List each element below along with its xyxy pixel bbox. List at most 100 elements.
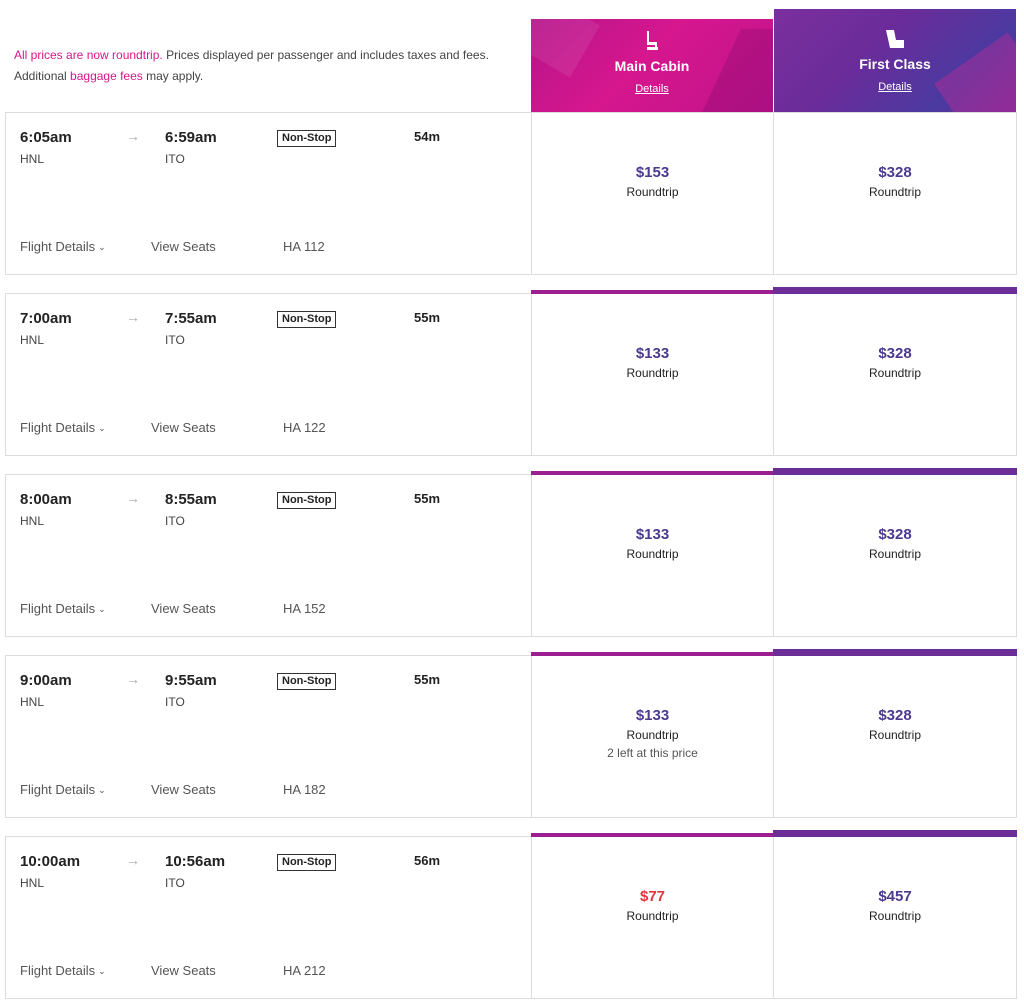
first-class-header: First Class Details [774, 9, 1016, 112]
flight-details-toggle[interactable]: Flight Details ⌄ [20, 601, 106, 616]
main-cabin-fare-button[interactable]: $153 Roundtrip [531, 112, 774, 275]
notice-text: Prices displayed per passenger and inclu… [162, 48, 489, 62]
flight-details-toggle[interactable]: Flight Details ⌄ [20, 963, 106, 978]
flight-row: 10:00am HNL → 10:56am ITO Non-Stop 56m F… [5, 830, 1017, 999]
first-class-accent-bar [773, 287, 1017, 294]
chevron-down-icon: ⌄ [98, 785, 106, 795]
main-cabin-fare-button[interactable]: $133 Roundtrip 2 left at this price [531, 652, 774, 818]
flight-duration: 55m [414, 672, 441, 687]
chevron-down-icon: ⌄ [98, 966, 106, 976]
nonstop-badge: Non-Stop [277, 311, 337, 328]
flight-details-label: Flight Details [20, 963, 96, 978]
nonstop-badge: Non-Stop [277, 130, 337, 147]
first-class-price: $328 [878, 345, 912, 362]
destination-airport: ITO [165, 152, 185, 166]
destination-airport: ITO [165, 695, 185, 709]
flight-details-label: Flight Details [20, 239, 96, 254]
nonstop-badge: Non-Stop [277, 492, 337, 509]
destination-airport: ITO [165, 514, 185, 528]
main-cabin-fare-type: Roundtrip [626, 909, 679, 923]
first-class-fare-button[interactable]: $457 Roundtrip [773, 830, 1017, 999]
main-cabin-header: Main Cabin Details [531, 19, 773, 112]
view-seats-link[interactable]: View Seats [151, 782, 216, 797]
main-cabin-fare-type: Roundtrip [626, 728, 679, 742]
first-class-fare-button[interactable]: $328 Roundtrip [773, 112, 1017, 275]
flight-number: HA 212 [283, 963, 326, 978]
flight-details-toggle[interactable]: Flight Details ⌄ [20, 239, 106, 254]
view-seats-link[interactable]: View Seats [151, 239, 216, 254]
recliner-seat-icon [886, 30, 904, 48]
main-cabin-fare-type: Roundtrip [626, 547, 679, 561]
flight-summary-card: 8:00am HNL → 8:55am ITO Non-Stop 55m Fli… [5, 474, 532, 637]
flight-details-label: Flight Details [20, 601, 96, 616]
flight-details-label: Flight Details [20, 782, 96, 797]
first-class-fare-button[interactable]: $328 Roundtrip [773, 287, 1017, 456]
roundtrip-info-link[interactable]: All prices are now roundtrip. [14, 48, 163, 62]
destination-airport: ITO [165, 333, 185, 347]
notice-text-2: Additional [14, 69, 71, 83]
arrow-right-icon: → [126, 128, 140, 144]
first-class-title: First Class [859, 56, 931, 72]
arrival-time: 8:55am [165, 491, 217, 508]
main-cabin-fare-button[interactable]: $77 Roundtrip [531, 833, 774, 999]
baggage-fees-link[interactable]: baggage fees [70, 69, 143, 83]
seats-left-note: 2 left at this price [607, 746, 698, 760]
first-class-fare-type: Roundtrip [868, 547, 922, 561]
flight-summary-card: 7:00am HNL → 7:55am ITO Non-Stop 55m Fli… [5, 293, 532, 456]
departure-time: 7:00am [20, 310, 72, 327]
first-class-price: $328 [878, 164, 912, 181]
flight-details-toggle[interactable]: Flight Details ⌄ [20, 420, 106, 435]
chevron-down-icon: ⌄ [98, 242, 106, 252]
flight-summary-card: 6:05am HNL → 6:59am ITO Non-Stop 54m Fli… [5, 112, 532, 275]
first-class-price: $328 [878, 707, 912, 724]
flight-number: HA 112 [283, 239, 325, 254]
main-cabin-price: $133 [635, 526, 670, 543]
departure-time: 8:00am [20, 491, 72, 508]
chevron-down-icon: ⌄ [98, 604, 106, 614]
main-cabin-fare-button[interactable]: $133 Roundtrip [531, 471, 774, 637]
first-class-fare-type: Roundtrip [868, 366, 922, 380]
arrow-right-icon: → [126, 671, 140, 687]
main-cabin-accent-bar [531, 290, 774, 294]
main-cabin-price: $153 [635, 164, 670, 181]
flight-number: HA 182 [283, 782, 326, 797]
main-cabin-fare-type: Roundtrip [626, 185, 679, 199]
flight-row: 6:05am HNL → 6:59am ITO Non-Stop 54m Fli… [5, 112, 1017, 275]
first-class-price: $457 [878, 888, 912, 905]
main-cabin-price: $77 [639, 888, 666, 905]
arrival-time: 7:55am [165, 310, 217, 327]
flight-duration: 56m [414, 853, 441, 868]
flight-row: 7:00am HNL → 7:55am ITO Non-Stop 55m Fli… [5, 287, 1017, 456]
main-cabin-accent-bar [531, 471, 774, 475]
main-cabin-price: $133 [635, 707, 670, 724]
origin-airport: HNL [20, 876, 45, 890]
pricing-notice: All prices are now roundtrip. Prices dis… [14, 45, 519, 87]
flight-details-label: Flight Details [20, 420, 96, 435]
first-class-fare-button[interactable]: $328 Roundtrip [773, 649, 1017, 818]
chevron-down-icon: ⌄ [98, 423, 106, 433]
first-class-details-link[interactable]: Details [878, 81, 912, 93]
origin-airport: HNL [20, 152, 45, 166]
arrow-right-icon: → [126, 490, 140, 506]
arrival-time: 9:55am [165, 672, 217, 689]
flight-number: HA 152 [283, 601, 326, 616]
main-cabin-fare-button[interactable]: $133 Roundtrip [531, 290, 774, 456]
seat-icon [647, 31, 658, 50]
flight-details-toggle[interactable]: Flight Details ⌄ [20, 782, 106, 797]
main-cabin-details-link[interactable]: Details [635, 83, 669, 95]
main-cabin-title: Main Cabin [614, 58, 690, 74]
view-seats-link[interactable]: View Seats [151, 601, 216, 616]
first-class-fare-button[interactable]: $328 Roundtrip [773, 468, 1017, 637]
view-seats-link[interactable]: View Seats [151, 420, 216, 435]
first-class-fare-type: Roundtrip [868, 185, 922, 199]
flight-duration: 55m [414, 310, 441, 325]
departure-time: 9:00am [20, 672, 72, 689]
arrival-time: 10:56am [165, 853, 226, 870]
flight-duration: 55m [414, 491, 441, 506]
arrow-right-icon: → [126, 309, 140, 325]
nonstop-badge: Non-Stop [277, 854, 337, 871]
origin-airport: HNL [20, 695, 45, 709]
departure-time: 6:05am [20, 129, 72, 146]
view-seats-link[interactable]: View Seats [151, 963, 216, 978]
flight-summary-card: 9:00am HNL → 9:55am ITO Non-Stop 55m Fli… [5, 655, 532, 818]
